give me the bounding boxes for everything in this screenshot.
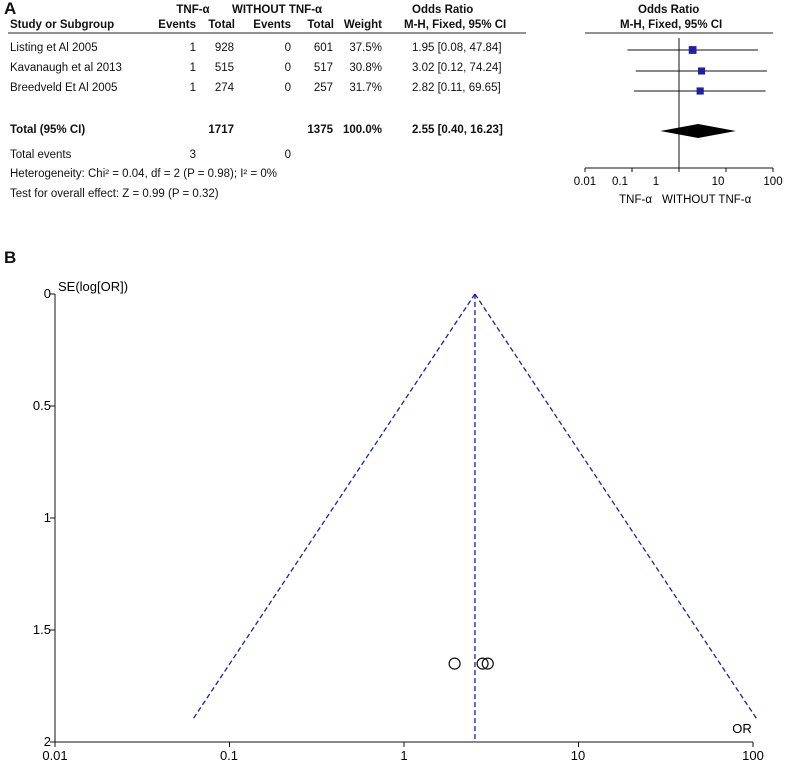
study-weight: 31.7% [349, 82, 382, 94]
treatment-total: 928 [214, 42, 234, 54]
treatment-total-header: Total [208, 19, 235, 31]
study-name: Kavanaugh et al 2013 [10, 62, 122, 74]
total-treatment-events: 3 [189, 149, 196, 161]
total-control-events: 0 [284, 149, 291, 161]
weight-header: Weight [343, 19, 382, 31]
study-ci-text: 1.95 [0.08, 47.84] [412, 42, 502, 54]
study-ci-text: 2.82 [0.11, 69.65] [412, 82, 501, 94]
funnel-x-tick-label: 0.01 [42, 748, 67, 763]
funnel-x-tick-label: 0.1 [220, 748, 238, 763]
funnel-y-tick-label: 0.5 [33, 398, 51, 413]
panel-a-label: A [4, 0, 17, 18]
pooled-diamond [660, 124, 736, 138]
control-total: 601 [313, 42, 333, 54]
total-weight: 100.0% [342, 124, 382, 136]
funnel-right-boundary [474, 293, 758, 720]
forest-tick-label: 10 [712, 176, 725, 188]
funnel-y-tick-label: 1 [44, 510, 51, 525]
total-label: Total (95% CI) [10, 124, 86, 136]
control-events-header: Events [253, 19, 291, 31]
method-header: M-H, Fixed, 95% CI [404, 19, 507, 31]
study-or-marker [698, 67, 706, 75]
study-col-header: Study or Subgroup [10, 19, 115, 31]
total-events-label: Total events [10, 149, 72, 161]
study-point [481, 657, 494, 670]
treatment-events-header: Events [158, 19, 196, 31]
treatment-total-sum: 1717 [208, 124, 234, 136]
study-weight: 37.5% [349, 42, 382, 54]
control-events: 0 [284, 62, 291, 74]
treatment-events: 1 [189, 42, 196, 54]
treatment-total: 515 [214, 62, 234, 74]
forest-tick-label: 1 [653, 176, 659, 188]
control-events: 0 [284, 82, 291, 94]
heterogeneity-text: Heterogeneity: Chi² = 0.04, df = 2 (P = … [10, 168, 277, 180]
funnel-y-tick-label: 0 [44, 286, 51, 301]
control-total: 517 [313, 62, 333, 74]
treatment-events: 1 [189, 82, 196, 94]
funnel-y-tick-label: 1.5 [33, 622, 51, 637]
forest-right-direction-label: WITHOUT TNF-α [662, 194, 752, 206]
treatment-total: 274 [214, 82, 234, 94]
forest-tick-label: 0.01 [574, 176, 596, 188]
funnel-x-axis-label: OR [732, 721, 752, 736]
funnel-y-tick-label: 2 [44, 734, 51, 749]
study-point [448, 657, 461, 670]
total-ci-text: 2.55 [0.40, 16.23] [412, 124, 503, 136]
study-weight: 30.8% [349, 62, 382, 74]
control-total-header: Total [307, 19, 334, 31]
study-point [476, 657, 489, 670]
overall-effect-text: Test for overall effect: Z = 0.99 (P = 0… [10, 188, 219, 200]
control-total-sum: 1375 [307, 124, 333, 136]
study-name: Breedveld Et Al 2005 [10, 82, 118, 94]
control-events: 0 [284, 42, 291, 54]
odds-ratio-col-header: Odds Ratio [412, 4, 474, 16]
forest-left-direction-label: TNF-α [619, 194, 652, 206]
study-name: Listing et Al 2005 [10, 42, 98, 54]
treatment-events: 1 [189, 62, 196, 74]
odds-ratio-plot-header: Odds Ratio [638, 4, 700, 16]
funnel-left-boundary [192, 293, 476, 720]
study-ci-text: 3.02 [0.12, 74.24] [412, 62, 502, 74]
study-or-marker [696, 87, 704, 95]
control-group-header: WITHOUT TNF-α [232, 4, 323, 16]
panel-b-label: B [4, 248, 17, 267]
funnel-x-tick-label: 100 [742, 748, 764, 763]
study-or-marker [688, 46, 697, 54]
treatment-group-header: TNF-α [176, 4, 210, 16]
forest-tick-label: 0.1 [612, 176, 628, 188]
funnel-x-tick-label: 1 [400, 748, 407, 763]
forest-tick-label: 100 [763, 176, 782, 188]
method-plot-header: M-H, Fixed, 95% CI [620, 19, 723, 31]
funnel-y-axis-label: SE(log[OR]) [58, 279, 128, 294]
funnel-x-tick-label: 10 [571, 748, 585, 763]
control-total: 257 [313, 82, 333, 94]
